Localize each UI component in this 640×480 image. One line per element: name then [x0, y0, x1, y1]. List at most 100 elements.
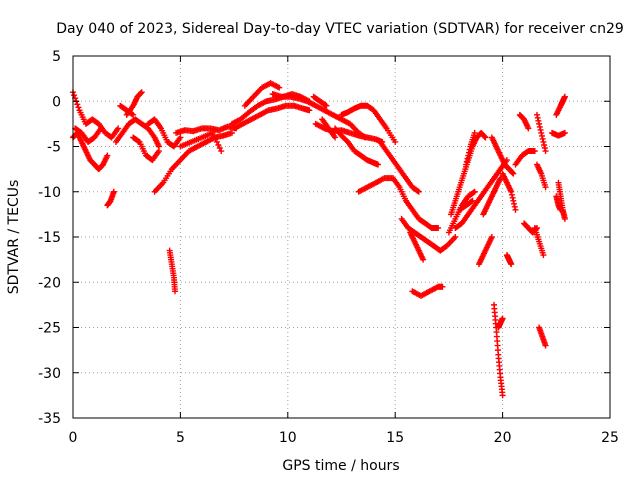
- data-points: [70, 80, 568, 399]
- y-tick-label: 0: [52, 94, 61, 110]
- data-point: [110, 188, 117, 195]
- series-arc-39: [499, 170, 519, 213]
- data-point: [466, 146, 473, 153]
- data-point: [463, 158, 470, 165]
- data-point: [471, 188, 478, 195]
- series-arc-02: [70, 129, 111, 173]
- data-point: [482, 134, 489, 141]
- data-point: [323, 102, 330, 109]
- data-point: [540, 138, 547, 145]
- data-point: [375, 161, 382, 168]
- data-point: [465, 149, 472, 156]
- data-point: [471, 129, 478, 136]
- series-arc-09: [145, 116, 184, 150]
- series-arc-40: [503, 252, 515, 268]
- data-point: [511, 203, 518, 210]
- data-point: [74, 101, 81, 108]
- data-point: [276, 84, 283, 91]
- data-point: [135, 138, 142, 145]
- series-arc-49: [553, 93, 568, 118]
- series-arc-25: [402, 197, 442, 231]
- x-tick-label: 5: [176, 430, 185, 446]
- series-arc-48: [549, 129, 568, 139]
- y-tick-label: -30: [38, 366, 61, 382]
- x-tick-label: 10: [279, 430, 297, 446]
- data-point: [420, 256, 427, 263]
- data-point: [215, 141, 222, 148]
- data-point: [332, 134, 339, 141]
- data-point: [322, 102, 329, 109]
- data-point: [535, 117, 542, 124]
- data-point: [463, 161, 470, 168]
- data-point: [464, 155, 471, 162]
- series-arc-21: [332, 125, 382, 168]
- data-point: [155, 148, 162, 155]
- series-arc-46: [536, 324, 549, 349]
- data-point: [115, 125, 122, 132]
- series-arc-44: [531, 224, 547, 259]
- data-point: [138, 89, 145, 96]
- series-arc-45: [533, 111, 549, 155]
- data-point: [508, 191, 515, 198]
- data-point: [71, 92, 78, 99]
- data-point: [415, 188, 422, 195]
- series-arc-05: [112, 116, 162, 150]
- data-point: [512, 206, 519, 213]
- series-arc-23: [377, 138, 422, 195]
- series-arc-33: [463, 129, 478, 168]
- series-arc-22: [338, 102, 399, 145]
- series-arc-35: [480, 175, 504, 218]
- data-point: [465, 152, 472, 159]
- series-arc-47: [533, 161, 549, 191]
- y-tick-label: -5: [47, 140, 61, 156]
- data-point: [499, 392, 506, 399]
- data-point: [499, 315, 506, 322]
- data-point: [538, 132, 545, 139]
- series-arc-08: [130, 134, 162, 164]
- y-tick-label: 5: [52, 49, 61, 65]
- data-point: [468, 198, 475, 205]
- series-arc-42: [516, 111, 532, 132]
- series-arc-12: [173, 123, 240, 136]
- series-arc-38: [495, 315, 506, 331]
- data-point: [533, 111, 540, 118]
- data-point: [541, 145, 548, 152]
- series-arc-07: [123, 89, 145, 118]
- x-axis-label: GPS time / hours: [282, 458, 399, 474]
- data-point: [469, 197, 476, 204]
- data-point: [452, 234, 459, 240]
- x-tick-label: 25: [601, 430, 619, 446]
- data-point: [508, 261, 515, 268]
- data-point: [129, 111, 136, 118]
- series-arc-16: [241, 80, 283, 109]
- data-point: [525, 125, 532, 132]
- data-point: [561, 215, 568, 222]
- data-point: [228, 129, 235, 136]
- data-point: [537, 126, 544, 133]
- series-arc-13: [177, 129, 225, 155]
- data-point: [97, 125, 104, 132]
- data-point: [539, 135, 546, 142]
- data-point: [130, 111, 137, 118]
- data-point: [209, 129, 216, 136]
- data-point: [540, 252, 547, 259]
- series-arc-18: [310, 93, 330, 109]
- data-point: [439, 283, 446, 290]
- data-point: [435, 224, 442, 231]
- series-arc-27: [407, 229, 427, 263]
- y-tick-label: -15: [38, 230, 61, 246]
- data-point: [306, 107, 313, 114]
- data-point: [542, 148, 549, 155]
- y-tick-label: -35: [38, 411, 61, 427]
- y-tick-label: -20: [38, 275, 61, 291]
- tick-labels: 0 5 10 15 20 25 5 0 -5 -10 -15 -20 -25 -30 -35: [38, 49, 619, 446]
- data-point: [138, 89, 145, 96]
- data-point: [538, 129, 545, 136]
- data-point: [561, 129, 568, 136]
- data-point: [172, 288, 179, 295]
- series-arc-32: [456, 197, 476, 213]
- data-point: [557, 206, 564, 213]
- series-arc-15: [231, 102, 313, 132]
- series-arc-04: [104, 188, 117, 209]
- data-point: [414, 187, 421, 194]
